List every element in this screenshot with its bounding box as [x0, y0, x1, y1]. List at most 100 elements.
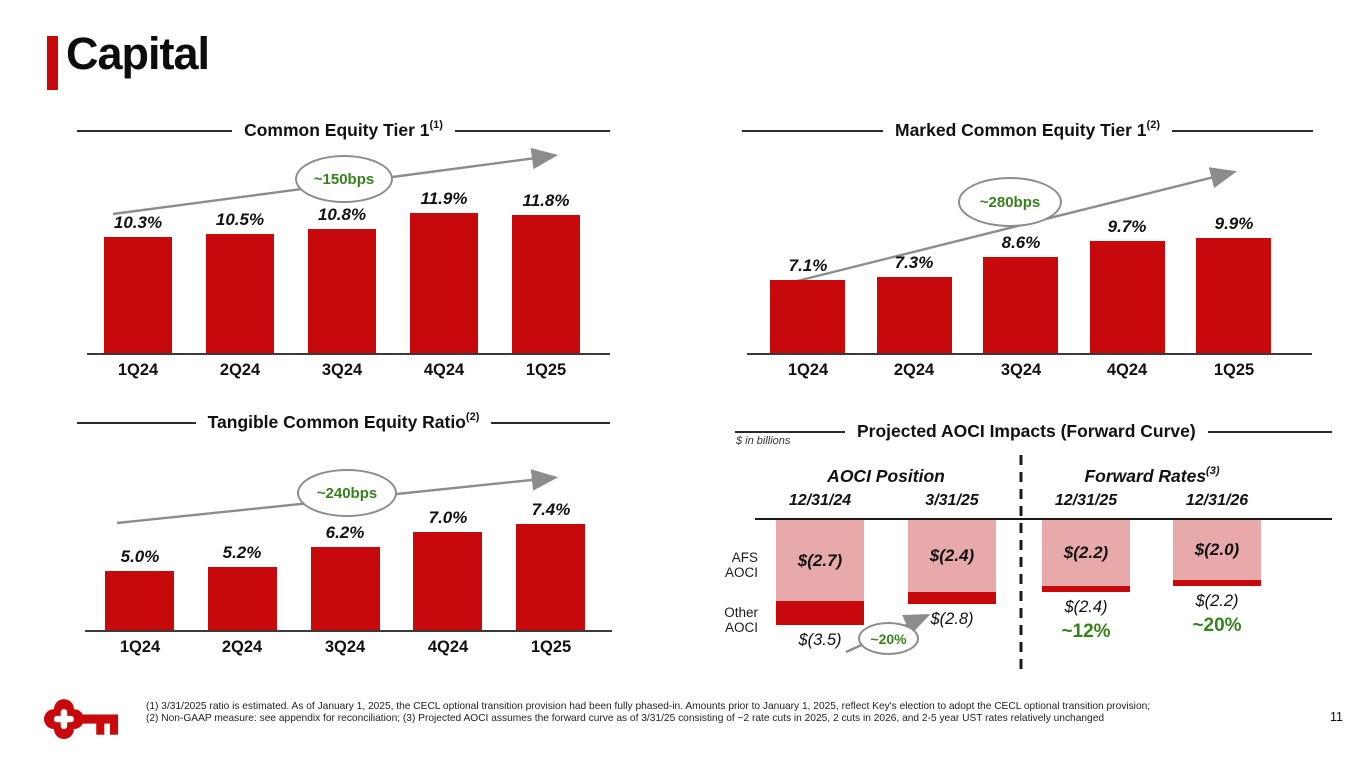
annotation-oval: ~240bps — [297, 469, 397, 517]
bar-value-label: 10.5% — [215, 210, 265, 229]
bar — [410, 213, 478, 353]
category-label: 1Q25 — [530, 638, 572, 656]
category-label: 1Q25 — [525, 361, 567, 379]
category-label: 4Q24 — [423, 361, 465, 379]
other-aoci-segment — [776, 601, 864, 625]
bar-value-label: 7.1% — [788, 256, 828, 275]
afs-value-label: $(2.4) — [929, 546, 975, 565]
zero-axis-line — [755, 518, 1332, 520]
bar — [311, 547, 380, 630]
annotation-label: ~20% — [870, 630, 907, 647]
plot-area: 5.0% 1Q24 5.2% 2Q24 6.2% 3Q24 7.0% 4Q24 7.4% 1Q25 — [85, 501, 612, 655]
total-aoci-label: $(2.8) — [930, 610, 974, 628]
chart-title-text: Marked Common Equity Tier 1 — [895, 120, 1147, 140]
afs-aoci-segment: $(2.0) — [1173, 520, 1261, 580]
bar-value-label: 10.8% — [317, 205, 367, 224]
bar — [206, 234, 274, 353]
keycorp-key-logo-icon — [44, 699, 119, 739]
stacked-bar: $(2.2) — [1042, 520, 1130, 592]
bar-value-label: 8.6% — [1001, 233, 1041, 252]
bar — [512, 215, 580, 353]
title-rule-right — [454, 129, 611, 132]
chart-title-row: Marked Common Equity Tier 1(2) — [742, 119, 1313, 141]
annotation-label: ~240bps — [316, 484, 378, 502]
title-rule-left — [742, 129, 883, 132]
group-header-text: Forward Rates — [1084, 466, 1207, 486]
bar — [877, 277, 952, 353]
chart-title-text: Tangible Common Equity Ratio — [207, 412, 466, 432]
chart-title-footref: (2) — [1146, 119, 1160, 132]
bar — [770, 280, 845, 353]
bar-value-label: 10.3% — [113, 213, 163, 232]
title-rule-right — [491, 421, 610, 424]
other-aoci-segment — [908, 592, 996, 604]
chart-title: Common Equity Tier 1(1) — [244, 119, 443, 141]
annotation-label: ~150bps — [313, 170, 375, 188]
afs-value-label: $(2.2) — [1063, 543, 1109, 562]
title-rule-right — [1207, 430, 1332, 433]
total-aoci-label: $(2.4) — [1064, 598, 1108, 616]
chart-common-equity-tier-1: Common Equity Tier 1(1) ~150bps 10.3% 1Q2… — [75, 118, 612, 393]
category-label: 4Q24 — [1106, 361, 1148, 379]
column-group-header-aoci-position: AOCI Position — [827, 466, 945, 487]
afs-aoci-segment: $(2.4) — [908, 520, 996, 592]
category-label: 1Q24 — [119, 638, 161, 656]
bar-value-label: 7.3% — [894, 253, 934, 272]
aoci-columns: 12/31/24 $(2.7) $(3.5) 3/31/25 $(2.4) $(2.8) 1… — [700, 408, 1360, 698]
group-header-footref: (3) — [1206, 465, 1220, 478]
total-aoci-label: $(2.2) — [1195, 592, 1239, 610]
chart-title-footref: (1) — [429, 119, 443, 132]
afs-value-label: $(2.0) — [1194, 540, 1240, 559]
title-rule-left — [77, 421, 196, 424]
category-label: 2Q24 — [893, 361, 935, 379]
bar-value-label: 9.9% — [1214, 214, 1254, 233]
footnote-line: (1) 3/31/2025 ratio is estimated. As of … — [146, 701, 1151, 712]
chart-title-row: Common Equity Tier 1(1) — [77, 119, 611, 141]
group-header-text: AOCI Position — [827, 466, 945, 486]
category-label: 2Q24 — [221, 638, 263, 656]
aoci-improvement-pct: ~20% — [1192, 615, 1242, 636]
bar — [413, 532, 482, 630]
stacked-bar: $(2.4) — [908, 520, 996, 604]
column-date-label: 12/31/26 — [1185, 492, 1249, 509]
category-label: 1Q25 — [1213, 361, 1255, 379]
title-accent-bar — [47, 36, 58, 90]
page-number: 11 — [1330, 710, 1343, 724]
category-label: 2Q24 — [219, 361, 261, 379]
chart-title: Marked Common Equity Tier 1(2) — [895, 119, 1160, 141]
total-aoci-label: $(3.5) — [798, 631, 842, 649]
category-label: 3Q24 — [1000, 361, 1042, 379]
aoci-improvement-pct: ~12% — [1061, 621, 1111, 642]
afs-aoci-segment: $(2.2) — [1042, 520, 1130, 586]
annotation-oval: ~20% — [858, 622, 919, 655]
title-rule-left — [77, 129, 233, 132]
title-rule-right — [1172, 129, 1313, 132]
chart-title-row: Tangible Common Equity Ratio(2) — [77, 411, 610, 433]
stacked-bar: $(2.0) — [1173, 520, 1261, 586]
row-label-other-aoci: Other AOCI — [724, 605, 758, 635]
afs-value-label: $(2.7) — [797, 550, 843, 570]
chart-title-text: Projected AOCI Impacts (Forward Curve) — [857, 421, 1196, 441]
annotation-label: ~280bps — [979, 193, 1041, 211]
category-label: 4Q24 — [427, 638, 469, 656]
plot-area: 10.3% 1Q24 10.5% 2Q24 10.8% 3Q24 11.9% 4Q24 11.8… — [87, 178, 610, 378]
footnotes: (1) 3/31/2025 ratio is estimated. As of … — [146, 701, 1150, 726]
bar-value-label: 7.4% — [531, 500, 571, 519]
chart-title-footref: (2) — [465, 411, 480, 424]
row-label-afs-aoci: AFS AOCI — [724, 550, 758, 580]
bar — [208, 567, 277, 630]
bar-value-label: 11.8% — [522, 191, 570, 210]
stacked-bar: $(2.7) — [776, 520, 864, 625]
annotation-oval: ~150bps — [295, 155, 393, 203]
bar-value-label: 5.0% — [120, 547, 160, 566]
bar — [1196, 238, 1271, 353]
bar — [105, 571, 174, 630]
category-label: 3Q24 — [324, 638, 366, 656]
column-date-label: 12/31/24 — [788, 492, 852, 509]
bar — [308, 229, 376, 353]
bar-value-label: 9.7% — [1107, 217, 1147, 236]
bar — [516, 524, 585, 630]
chart-title: Tangible Common Equity Ratio(2) — [207, 411, 480, 433]
bar-value-label: 7.0% — [428, 508, 468, 527]
